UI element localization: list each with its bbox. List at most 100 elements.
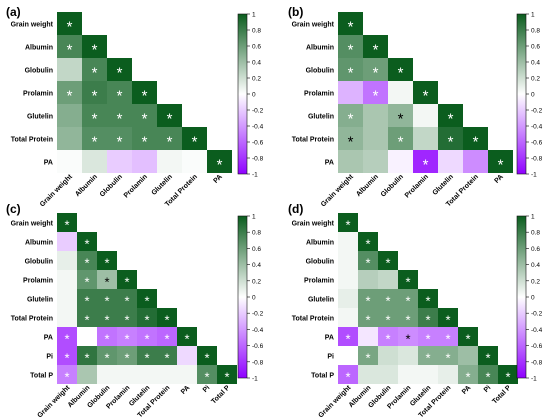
heatmap-cell-prolamin-albumin (82, 81, 107, 104)
colorbar (516, 215, 527, 379)
heatmap-cell-total-p-globulin (378, 365, 398, 384)
heatmap-cell-pa-total-protein (463, 150, 488, 173)
heatmap-cell-glutelin-grain-weight (338, 104, 363, 127)
significance-star: * (84, 275, 89, 290)
row-label-pi: Pi (327, 354, 334, 361)
heatmap-cell-pi-pi (478, 346, 498, 365)
heatmap-cell-pi-grain-weight (338, 346, 358, 365)
row-label-total-protein: Total Protein (11, 137, 53, 144)
heatmap-cell-pa-glutelin (157, 150, 182, 173)
significance-star: * (164, 332, 169, 347)
heatmap-cell-pi-albumin (358, 346, 378, 365)
heatmap-cell-glutelin-albumin (77, 289, 97, 308)
significance-star: * (92, 111, 98, 128)
significance-star: * (445, 351, 450, 366)
significance-star: * (365, 351, 370, 366)
heatmap-cell-total-protein-globulin (97, 308, 117, 327)
heatmap-cell-pi-pi (197, 346, 217, 365)
heatmap-cell-glutelin-globulin (97, 289, 117, 308)
heatmap-cell-globulin-globulin (97, 251, 117, 270)
colorbar-tick-label: 1 (252, 12, 256, 19)
heatmap-cell-pa-globulin (378, 327, 398, 346)
row-label-prolamin: Prolamin (23, 278, 53, 285)
heatmap-cell-pa-total-protein (157, 327, 177, 346)
significance-star: * (425, 294, 430, 309)
heatmap-cell-glutelin-grain-weight (57, 104, 82, 127)
significance-star: * (84, 256, 89, 271)
significance-star: * (398, 111, 404, 128)
heatmap-cell-total-protein-grain-weight (57, 308, 77, 327)
heatmap-cell-albumin-albumin (77, 232, 97, 251)
heatmap-cell-albumin-grain-weight (57, 35, 82, 58)
row-label-total-p: Total P (30, 373, 53, 380)
row-label-globulin: Globulin (306, 259, 334, 266)
row-label-albumin: Albumin (25, 240, 53, 247)
colorbar-tick-label: 0.6 (252, 246, 261, 253)
heatmap-cell-pa-total-protein (182, 150, 207, 173)
colorbar-tick-label: -0.8 (252, 156, 264, 163)
significance-star: * (385, 313, 390, 328)
significance-star: * (398, 65, 404, 82)
column-label-globulin: Globulin (380, 173, 405, 198)
row-label-glutelin: Glutelin (308, 114, 334, 121)
heatmap-cell-total-protein-total-protein (182, 127, 207, 150)
colorbar-tick-label: 0.8 (531, 28, 540, 35)
heatmap-cell-glutelin-glutelin (137, 289, 157, 308)
row-label-glutelin: Glutelin (27, 297, 53, 304)
heatmap-cell-pi-pa (177, 346, 197, 365)
significance-star: * (67, 19, 73, 36)
column-label-albumin: Albumin (355, 173, 380, 198)
colorbar-tick-label: 0 (252, 92, 256, 99)
significance-star: * (67, 42, 73, 59)
heatmap-cell-glutelin-prolamin (117, 289, 137, 308)
heatmap-cell-prolamin-globulin (107, 81, 132, 104)
colorbar (237, 215, 248, 379)
heatmap-cell-prolamin-grain-weight (338, 81, 363, 104)
significance-star: * (425, 313, 430, 328)
significance-star: * (423, 88, 429, 105)
column-label-grain-weight: Grain weight (36, 384, 71, 418)
column-label-pa: PA (493, 173, 504, 184)
significance-star: * (117, 88, 123, 105)
significance-star: * (485, 351, 490, 366)
colorbar-tick-label: 0.4 (252, 262, 261, 269)
significance-star: * (204, 351, 209, 366)
heatmap-cell-globulin-grain-weight (338, 58, 363, 81)
significance-star: * (348, 134, 354, 151)
heatmap-cell-prolamin-globulin (388, 81, 413, 104)
significance-star: * (473, 134, 479, 151)
panel-label: (b) (288, 5, 303, 19)
heatmap-cell-pa-prolamin (413, 150, 438, 173)
heatmap-cell-total-protein-glutelin (418, 308, 438, 327)
panel-label: (d) (288, 202, 303, 216)
colorbar-tick-label: 0.4 (252, 60, 261, 67)
column-label-pa: PA (461, 384, 472, 395)
heatmap-cell-grain-weight-grain-weight (338, 12, 363, 35)
heatmap-cell-albumin-grain-weight (338, 35, 363, 58)
significance-star: * (117, 65, 123, 82)
heatmap-cell-pi-total-protein (438, 346, 458, 365)
heatmap-cell-glutelin-albumin (363, 104, 388, 127)
heatmap-cell-total-protein-albumin (363, 127, 388, 150)
heatmap-cell-glutelin-prolamin (413, 104, 438, 127)
colorbar-tick-label: 0.2 (531, 76, 540, 83)
colorbar-tick-label: 0.6 (252, 44, 261, 51)
heatmap-cell-albumin-albumin (82, 35, 107, 58)
heatmap-cell-pa-globulin (107, 150, 132, 173)
colorbar-tick-label: 0.6 (531, 246, 540, 253)
heatmap-cell-total-p-globulin (97, 365, 117, 384)
significance-star: * (124, 275, 129, 290)
heatmap-cell-prolamin-albumin (358, 270, 378, 289)
significance-star: * (398, 134, 404, 151)
colorbar-tick-label: -0.8 (252, 359, 264, 366)
heatmap-cell-glutelin-albumin (358, 289, 378, 308)
row-label-glutelin: Glutelin (27, 114, 53, 121)
heatmap-cell-total-protein-globulin (107, 127, 132, 150)
heatmap-cell-grain-weight-grain-weight (57, 12, 82, 35)
colorbar-tick-label: -0.6 (252, 140, 264, 147)
heatmap-cell-prolamin-globulin (378, 270, 398, 289)
heatmap-cell-pa-prolamin (117, 327, 137, 346)
heatmap-cell-total-protein-total-protein (157, 308, 177, 327)
row-label-albumin: Albumin (25, 45, 53, 52)
colorbar-tick-label: -0.4 (252, 327, 264, 334)
